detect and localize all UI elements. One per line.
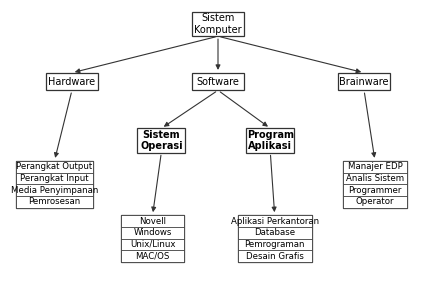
Text: Database: Database <box>254 228 295 237</box>
Bar <box>121 250 184 262</box>
Text: Programmer: Programmer <box>348 185 402 194</box>
Text: Sistem
Operasi: Sistem Operasi <box>140 130 183 151</box>
Bar <box>246 128 294 153</box>
Text: Sistem
Komputer: Sistem Komputer <box>194 13 242 35</box>
Bar <box>17 184 93 196</box>
Bar <box>17 161 93 172</box>
Bar <box>238 250 312 262</box>
Text: Windows: Windows <box>133 228 172 237</box>
Bar <box>17 172 93 184</box>
Bar <box>338 73 390 90</box>
Bar <box>17 161 93 208</box>
Text: Desain Grafis: Desain Grafis <box>246 252 303 261</box>
Text: Novell: Novell <box>139 217 166 226</box>
Text: Operator: Operator <box>356 197 394 206</box>
Bar <box>344 161 406 172</box>
Bar <box>121 227 184 239</box>
Bar <box>192 73 244 90</box>
Text: Software: Software <box>197 76 239 87</box>
Text: Media Penyimpanan: Media Penyimpanan <box>11 185 98 194</box>
Text: Pemrograman: Pemrograman <box>245 240 305 249</box>
Bar <box>46 73 98 90</box>
Text: Perangkat Input: Perangkat Input <box>20 174 89 183</box>
Text: MAC/OS: MAC/OS <box>136 252 170 261</box>
Text: Analis Sistem: Analis Sistem <box>346 174 404 183</box>
Text: Unix/Linux: Unix/Linux <box>130 240 175 249</box>
Bar <box>344 196 406 208</box>
Text: Hardware: Hardware <box>48 76 95 87</box>
Bar <box>121 215 184 262</box>
Bar <box>238 215 312 227</box>
Text: Pemrosesan: Pemrosesan <box>28 197 81 206</box>
Text: Aplikasi Perkantoran: Aplikasi Perkantoran <box>231 217 319 226</box>
Bar <box>238 215 312 262</box>
Text: Program
Aplikasi: Program Aplikasi <box>247 130 294 151</box>
Bar <box>238 239 312 250</box>
Bar <box>344 172 406 184</box>
Bar <box>344 161 406 208</box>
Text: Brainware: Brainware <box>339 76 389 87</box>
Bar <box>17 196 93 208</box>
Text: Perangkat Output: Perangkat Output <box>17 162 92 171</box>
Bar <box>137 128 185 153</box>
Text: Manajer EDP: Manajer EDP <box>347 162 402 171</box>
Bar <box>121 239 184 250</box>
Bar <box>121 215 184 227</box>
Bar <box>192 12 244 36</box>
Bar <box>238 227 312 239</box>
Bar <box>344 184 406 196</box>
